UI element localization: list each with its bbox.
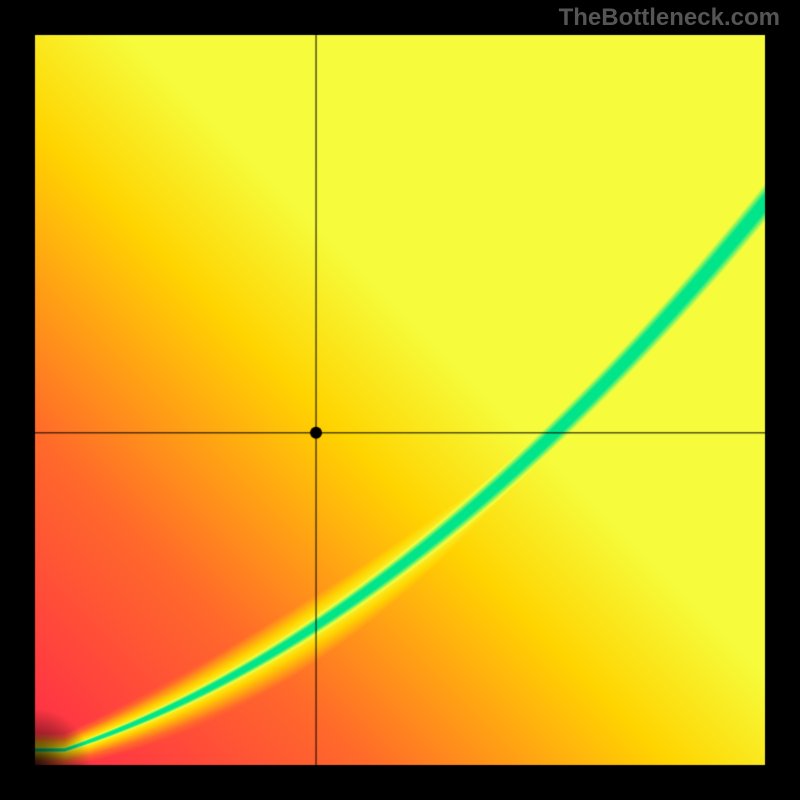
watermark-text: TheBottleneck.com <box>559 4 780 32</box>
bottleneck-heatmap <box>0 0 800 800</box>
